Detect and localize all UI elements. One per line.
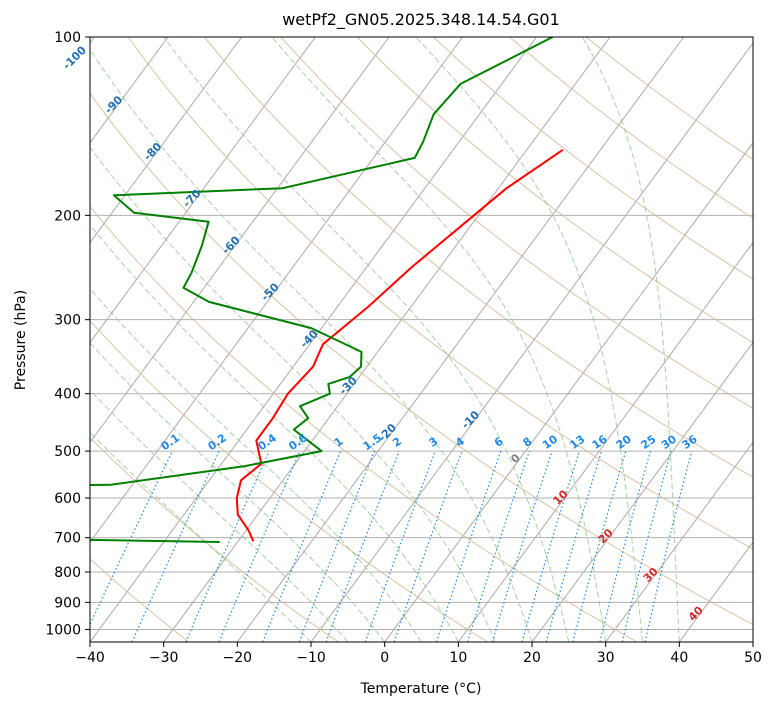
mixing-ratio-line bbox=[491, 450, 553, 642]
mixing-ratio-line bbox=[393, 450, 463, 642]
x-tick-label: −40 bbox=[75, 650, 105, 666]
skewed-isotherm bbox=[90, 37, 243, 244]
dewpoint-profile-line bbox=[90, 37, 554, 543]
dry-adiabat bbox=[90, 92, 753, 626]
mixing-ratio-line bbox=[572, 450, 627, 642]
moist-adiabat bbox=[90, 389, 349, 642]
moist-adiabat bbox=[271, 37, 607, 642]
skewed-isotherm bbox=[90, 37, 464, 543]
moist-adiabat bbox=[90, 146, 496, 642]
x-tick-label: 50 bbox=[744, 650, 762, 666]
x-tick-label: 20 bbox=[523, 650, 541, 666]
chart-title: wetPf2_GN05.2025.348.14.54.G01 bbox=[282, 10, 560, 30]
skewed-isotherm bbox=[163, 37, 611, 642]
x-tick-label: −20 bbox=[223, 650, 253, 666]
y-tick-label: 900 bbox=[54, 595, 81, 611]
mixing-ratio-line bbox=[599, 450, 652, 642]
dry-adiabat bbox=[90, 205, 638, 642]
y-tick-label: 300 bbox=[54, 313, 81, 329]
skewed-isotherm bbox=[384, 141, 753, 642]
skewed-isotherm bbox=[531, 341, 753, 642]
moist-adiabat bbox=[90, 224, 459, 642]
x-tick-label: −10 bbox=[296, 650, 326, 666]
mixing-ratio-line bbox=[644, 450, 693, 642]
x-tick-label: 30 bbox=[597, 650, 615, 666]
y-tick-label: 400 bbox=[54, 387, 81, 403]
y-tick-label: 800 bbox=[54, 565, 81, 581]
x-tick-label: 10 bbox=[449, 650, 467, 666]
skewed-isotherm bbox=[605, 441, 753, 642]
background-lines bbox=[90, 37, 753, 642]
mixing-ratio-line bbox=[262, 450, 342, 642]
y-tick-label: 600 bbox=[54, 491, 81, 507]
y-axis-label: Pressure (hPa) bbox=[13, 290, 29, 390]
moist-adiabat bbox=[581, 37, 680, 642]
data-lines bbox=[90, 37, 564, 543]
dry-adiabat bbox=[127, 37, 753, 550]
moist-adiabat bbox=[90, 431, 312, 642]
x-tick-label: 40 bbox=[670, 650, 688, 666]
skewed-isotherm bbox=[90, 37, 316, 344]
mixing-ratio-line bbox=[435, 450, 502, 642]
mixing-ratio-line bbox=[298, 450, 375, 642]
x-axis-label: Temperature (°C) bbox=[360, 681, 482, 697]
moist-adiabat bbox=[415, 37, 643, 642]
dry-adiabat bbox=[90, 558, 190, 642]
x-tick-label: 0 bbox=[380, 650, 389, 666]
dry-adiabat bbox=[204, 37, 753, 478]
x-tick-label: −30 bbox=[149, 650, 179, 666]
mixing-ratio-line bbox=[185, 450, 270, 642]
dry-adiabat bbox=[90, 320, 488, 642]
mixing-ratio-line bbox=[521, 450, 580, 642]
mixing-ratio-line bbox=[325, 450, 400, 642]
mixing-ratio-line bbox=[364, 450, 436, 642]
mixing-ratio-line bbox=[218, 450, 301, 642]
moist-adiabat bbox=[90, 48, 533, 642]
y-tick-label: 200 bbox=[54, 208, 81, 224]
dry-adiabat bbox=[356, 37, 753, 344]
y-tick-label: 700 bbox=[54, 531, 81, 547]
y-tick-label: 500 bbox=[54, 444, 81, 460]
y-tick-label: 100 bbox=[54, 30, 81, 46]
mixing-ratio-line bbox=[545, 450, 603, 642]
plot-frame bbox=[89, 36, 754, 643]
dry-adiabat bbox=[280, 37, 753, 409]
y-tick-label: 1000 bbox=[45, 622, 81, 638]
axes: −40 −30 −20 −10 0 10 20 30 40 50 100 200 300 400 500 60… bbox=[45, 30, 762, 666]
skewed-isotherm bbox=[236, 37, 685, 642]
skewed-isotherm bbox=[457, 241, 753, 642]
skewed-isotherm bbox=[90, 37, 169, 144]
mixing-ratio-line bbox=[621, 450, 672, 642]
mixing-ratio-line bbox=[466, 450, 530, 642]
temperature-profile-line bbox=[235, 148, 564, 542]
skewed-isotherm bbox=[90, 37, 390, 444]
moist-adiabat bbox=[90, 342, 386, 642]
